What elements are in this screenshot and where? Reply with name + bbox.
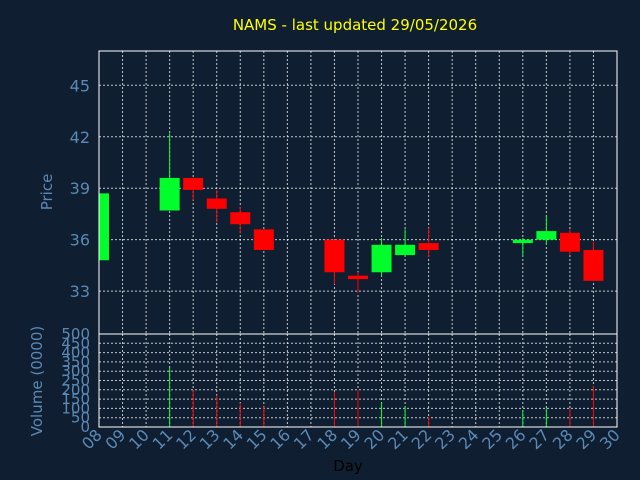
price-tick-label: 45: [70, 76, 90, 95]
volume-tick-label: 450: [61, 334, 90, 352]
volume-tick-label: 300: [61, 362, 90, 380]
candle-body: [371, 244, 392, 273]
candle-body: [230, 212, 251, 225]
volume-tick-label: 500: [61, 325, 90, 343]
candle-body: [348, 275, 368, 280]
candle-body: [159, 177, 180, 211]
candle-body: [183, 177, 204, 190]
candle-body: [253, 229, 274, 250]
candle-body: [99, 193, 109, 261]
volume-tick-label: 250: [61, 372, 90, 390]
candle-body: [206, 198, 227, 209]
price-tick-label: 36: [70, 231, 90, 250]
price-tick-label: 33: [70, 282, 90, 301]
volume-tick-label: 100: [61, 399, 90, 417]
candle-body: [536, 231, 557, 240]
volume-tick-label: 0: [80, 418, 90, 436]
volume-frame: [98, 333, 618, 428]
price-tick-label: 39: [70, 179, 90, 198]
price-tick-label: 42: [70, 128, 90, 147]
price-axis-label: Price: [38, 174, 56, 211]
candle-body: [583, 249, 604, 281]
candle-body: [559, 232, 580, 252]
volume-tick-label: 50: [71, 409, 90, 427]
volume-tick-label: 200: [61, 381, 90, 399]
candle-body: [324, 239, 345, 273]
x-axis-label: Day: [333, 457, 363, 475]
candle-body: [395, 244, 416, 256]
volume-tick-label: 150: [61, 390, 90, 408]
chart-title: NAMS - last updated 29/05/2026: [233, 16, 477, 34]
volume-tick-label: 350: [61, 353, 90, 371]
volume-tick-label: 400: [61, 344, 90, 362]
candle-body: [418, 243, 439, 250]
volume-axis-label: Volume (0000): [28, 326, 46, 436]
candle-body: [512, 239, 533, 244]
